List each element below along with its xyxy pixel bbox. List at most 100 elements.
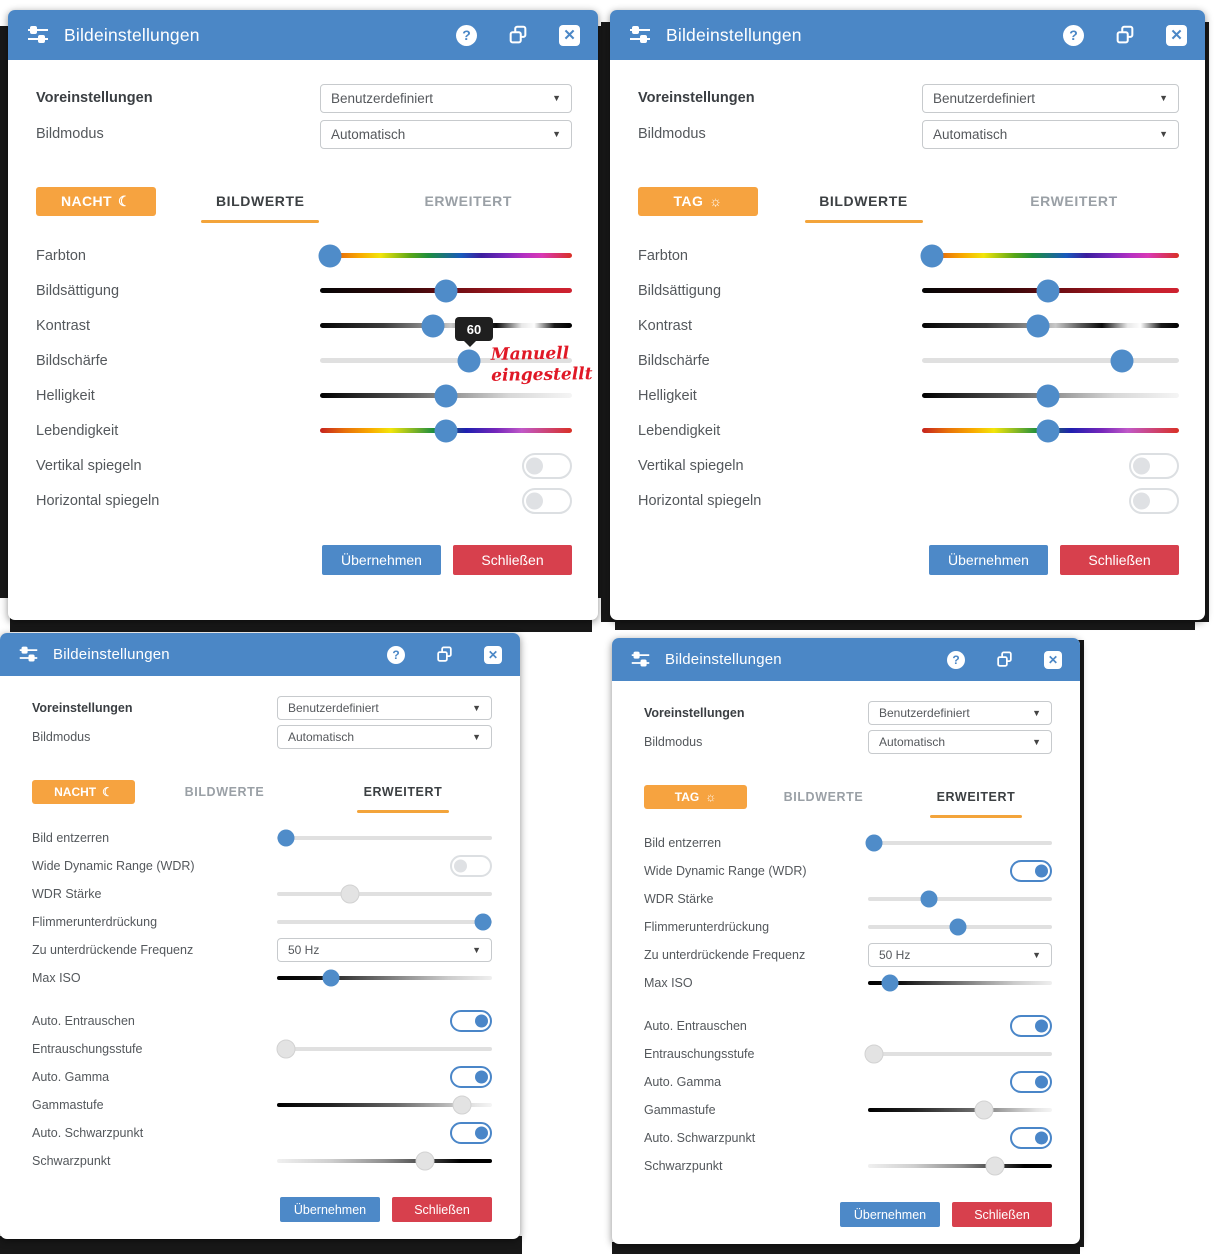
dewarp-slider[interactable] <box>277 829 492 847</box>
tab-erweitert[interactable]: ERWEITERT <box>1030 193 1118 209</box>
tab-erweitert[interactable]: ERWEITERT <box>364 785 443 813</box>
kontrast-slider[interactable] <box>320 314 572 337</box>
kontrast-slider[interactable] <box>922 314 1179 337</box>
wdr-strength-slider[interactable] <box>868 890 1052 908</box>
horizontal-flip-toggle[interactable] <box>522 487 572 514</box>
auto-denoise-toggle[interactable] <box>1010 1015 1052 1037</box>
auto-blackpoint-toggle[interactable] <box>450 1122 492 1144</box>
apply-button[interactable]: Übernehmen <box>929 545 1048 575</box>
image-mode-select[interactable]: Automatisch ▼ <box>868 729 1052 754</box>
close-icon[interactable]: ✕ <box>484 645 502 664</box>
frequency-select[interactable]: 50 Hz ▼ <box>277 938 492 962</box>
duplicate-icon[interactable] <box>435 645 454 664</box>
bildschaerfe-slider[interactable] <box>922 349 1179 372</box>
slider-thumb[interactable] <box>1036 419 1060 442</box>
slider-thumb[interactable] <box>881 974 899 992</box>
slider-thumb[interactable] <box>457 349 481 372</box>
max-iso-slider[interactable] <box>868 974 1052 992</box>
flicker-suppression-slider[interactable] <box>277 913 492 931</box>
tab-erweitert[interactable]: ERWEITERT <box>424 193 513 209</box>
auto-denoise-toggle[interactable] <box>450 1010 492 1032</box>
slider-thumb[interactable] <box>415 1151 435 1171</box>
auto-gamma-toggle[interactable] <box>450 1066 492 1088</box>
help-icon[interactable]: ? <box>387 645 405 664</box>
close-button[interactable]: Schließen <box>1060 545 1179 575</box>
tab-bildwerte[interactable]: BILDWERTE <box>216 193 305 223</box>
slider-thumb[interactable] <box>474 913 492 931</box>
slider-thumb[interactable] <box>985 1156 1005 1176</box>
slider-thumb[interactable] <box>864 1044 884 1064</box>
denoise-level-slider[interactable] <box>276 1039 492 1059</box>
slider-thumb[interactable] <box>1110 349 1134 372</box>
night-mode-chip[interactable]: NACHT ☾ <box>36 186 156 216</box>
presets-select[interactable]: Benutzerdefiniert ▼ <box>922 83 1179 113</box>
horizontal-flip-toggle[interactable] <box>1129 487 1179 514</box>
help-icon[interactable]: ? <box>456 24 477 46</box>
denoise-level-slider[interactable] <box>864 1044 1052 1064</box>
slider-thumb[interactable] <box>452 1095 472 1115</box>
tab-bildwerte[interactable]: BILDWERTE <box>783 790 864 804</box>
slider-thumb[interactable] <box>1036 279 1060 302</box>
bildschaerfe-slider[interactable] <box>320 349 572 372</box>
slider-thumb[interactable] <box>277 829 295 847</box>
wdr-strength-slider[interactable] <box>277 884 492 904</box>
close-button[interactable]: Schließen <box>392 1197 492 1222</box>
slider-thumb[interactable] <box>340 884 360 904</box>
image-mode-select[interactable]: Automatisch ▼ <box>922 119 1179 149</box>
bildsaettigung-slider[interactable] <box>320 279 572 302</box>
duplicate-icon[interactable] <box>507 24 529 46</box>
wdr-toggle[interactable] <box>450 855 492 877</box>
apply-button[interactable]: Übernehmen <box>322 545 441 575</box>
blackpoint-slider[interactable] <box>277 1151 492 1171</box>
vertical-flip-toggle[interactable] <box>1129 452 1179 479</box>
slider-thumb[interactable] <box>920 890 938 908</box>
image-mode-select[interactable]: Automatisch ▼ <box>320 119 572 149</box>
slider-thumb[interactable] <box>1036 384 1060 407</box>
help-icon[interactable]: ? <box>947 650 965 669</box>
night-mode-chip[interactable]: NACHT ☾ <box>32 780 135 804</box>
close-button[interactable]: Schließen <box>453 545 572 575</box>
tab-bildwerte[interactable]: BILDWERTE <box>819 193 908 223</box>
slider-thumb[interactable] <box>318 244 342 267</box>
help-icon[interactable]: ? <box>1063 24 1084 46</box>
flicker-suppression-slider[interactable] <box>868 918 1052 936</box>
slider-thumb[interactable] <box>974 1100 994 1120</box>
slider-thumb[interactable] <box>949 918 967 936</box>
slider-thumb[interactable] <box>434 419 458 442</box>
helligkeit-slider[interactable] <box>320 384 572 407</box>
image-mode-select[interactable]: Automatisch ▼ <box>277 724 492 749</box>
duplicate-icon[interactable] <box>1114 24 1136 46</box>
blackpoint-slider[interactable] <box>868 1156 1052 1176</box>
slider-thumb[interactable] <box>322 969 340 987</box>
presets-select[interactable]: Benutzerdefiniert ▼ <box>277 695 492 720</box>
tab-bildwerte[interactable]: BILDWERTE <box>184 785 265 799</box>
apply-button[interactable]: Übernehmen <box>840 1202 940 1227</box>
apply-button[interactable]: Übernehmen <box>280 1197 380 1222</box>
duplicate-icon[interactable] <box>995 650 1014 669</box>
slider-thumb[interactable] <box>865 834 883 852</box>
gamma-level-slider[interactable] <box>868 1100 1052 1120</box>
bildsaettigung-slider[interactable] <box>922 279 1179 302</box>
vertical-flip-toggle[interactable] <box>522 452 572 479</box>
close-icon[interactable]: ✕ <box>1044 650 1062 669</box>
slider-thumb[interactable] <box>434 384 458 407</box>
day-mode-chip[interactable]: TAG ☼ <box>638 186 758 216</box>
presets-select[interactable]: Benutzerdefiniert ▼ <box>868 700 1052 725</box>
tab-erweitert[interactable]: ERWEITERT <box>937 790 1016 818</box>
lebendigkeit-slider[interactable] <box>320 419 572 442</box>
auto-blackpoint-toggle[interactable] <box>1010 1127 1052 1149</box>
slider-thumb[interactable] <box>276 1039 296 1059</box>
max-iso-slider[interactable] <box>277 969 492 987</box>
slider-thumb[interactable] <box>421 314 445 337</box>
day-mode-chip[interactable]: TAG ☼ <box>644 785 747 809</box>
presets-select[interactable]: Benutzerdefiniert ▼ <box>320 83 572 113</box>
slider-thumb[interactable] <box>1026 314 1050 337</box>
close-button[interactable]: Schließen <box>952 1202 1052 1227</box>
farbton-slider[interactable] <box>920 244 1179 267</box>
gamma-level-slider[interactable] <box>277 1095 492 1115</box>
helligkeit-slider[interactable] <box>922 384 1179 407</box>
frequency-select[interactable]: 50 Hz ▼ <box>868 943 1052 967</box>
wdr-toggle[interactable] <box>1010 860 1052 882</box>
close-icon[interactable]: ✕ <box>1166 24 1187 46</box>
slider-thumb[interactable] <box>434 279 458 302</box>
